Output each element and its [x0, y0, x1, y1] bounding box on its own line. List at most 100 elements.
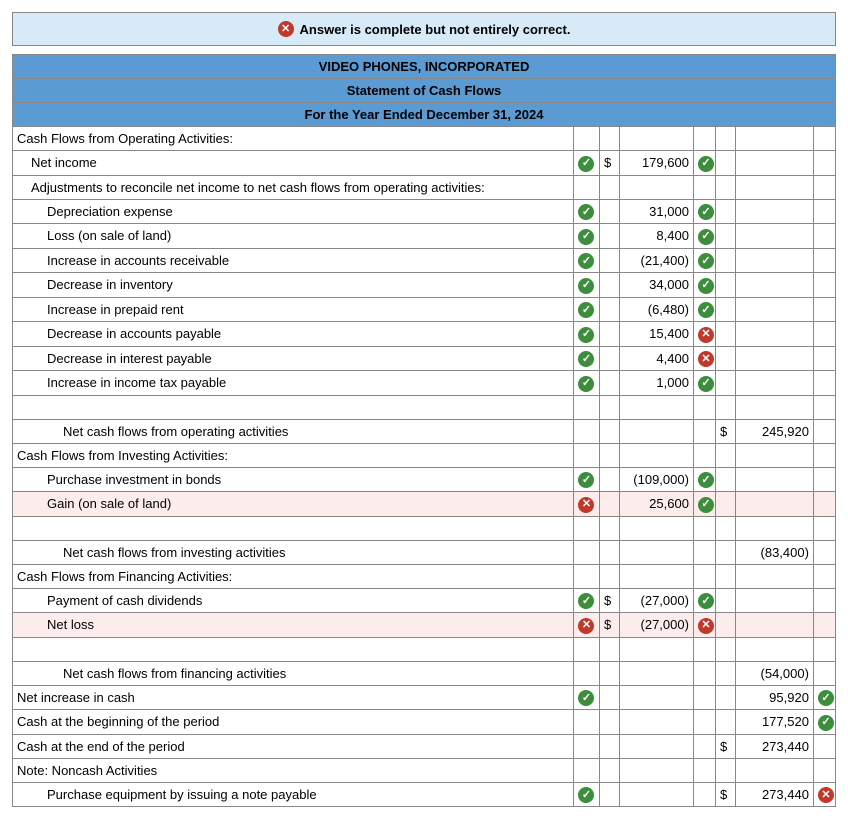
check-icon: ✓	[698, 472, 714, 488]
row-total-sym	[715, 710, 735, 735]
row-value-mark: ✓	[693, 248, 715, 273]
row-value-sym: $	[599, 151, 619, 176]
check-icon: ✓	[698, 302, 714, 318]
row-total-sym	[715, 564, 735, 588]
row-value: 34,000	[619, 273, 693, 298]
check-icon: ✓	[698, 497, 714, 513]
row-label-mark	[573, 127, 599, 151]
row-total	[735, 175, 813, 199]
row-value	[619, 540, 693, 564]
check-icon: ✕	[818, 787, 834, 803]
row-total-sym: $	[715, 419, 735, 443]
row-total: 273,440	[735, 782, 813, 807]
row-value-mark: ✕	[693, 346, 715, 371]
row-value	[619, 758, 693, 782]
row-label: Net increase in cash	[13, 685, 574, 710]
row-total-sym	[715, 151, 735, 176]
row-value-mark: ✓	[693, 588, 715, 613]
row-label: Net loss	[13, 613, 574, 638]
row-label-mark	[573, 540, 599, 564]
check-icon: ✓	[698, 278, 714, 294]
row-label-mark	[573, 175, 599, 199]
table-row: Net cash flows from operating activities…	[13, 419, 836, 443]
check-icon: ✓	[578, 472, 594, 488]
row-value	[619, 734, 693, 758]
check-icon: ✓	[578, 229, 594, 245]
row-total-sym	[715, 588, 735, 613]
row-label-mark	[573, 758, 599, 782]
row-total	[735, 322, 813, 347]
row-label: Cash Flows from Financing Activities:	[13, 564, 574, 588]
row-total-sym	[715, 540, 735, 564]
table-row: Decrease in interest payable✓4,400✕	[13, 346, 836, 371]
row-value-sym	[599, 734, 619, 758]
row-value: 31,000	[619, 199, 693, 224]
row-value-sym	[599, 685, 619, 710]
row-total-mark	[813, 175, 835, 199]
row-label: Note: Noncash Activities	[13, 758, 574, 782]
row-label: Loss (on sale of land)	[13, 224, 574, 249]
row-value-mark	[693, 443, 715, 467]
row-total-mark	[813, 467, 835, 492]
row-value-mark: ✓	[693, 224, 715, 249]
row-value: 179,600	[619, 151, 693, 176]
row-label: Gain (on sale of land)	[13, 492, 574, 517]
row-label-mark: ✓	[573, 273, 599, 298]
row-value	[619, 564, 693, 588]
table-row: Cash Flows from Operating Activities:	[13, 127, 836, 151]
row-total-mark: ✕	[813, 782, 835, 807]
table-row: Net cash flows from financing activities…	[13, 661, 836, 685]
row-value-sym	[599, 346, 619, 371]
row-value-mark: ✓	[693, 297, 715, 322]
table-row: Cash at the end of the period$273,440	[13, 734, 836, 758]
row-total-sym: $	[715, 734, 735, 758]
row-value-mark	[693, 419, 715, 443]
status-banner: ✕ Answer is complete but not entirely co…	[12, 12, 836, 46]
check-icon: ✓	[578, 327, 594, 343]
check-icon: ✕	[698, 618, 714, 634]
row-label: Increase in accounts receivable	[13, 248, 574, 273]
row-value-sym	[599, 248, 619, 273]
row-total: 245,920	[735, 419, 813, 443]
row-value-mark	[693, 661, 715, 685]
row-value-sym	[599, 661, 619, 685]
row-value-sym	[599, 710, 619, 735]
row-total	[735, 758, 813, 782]
row-value-sym	[599, 371, 619, 396]
check-icon: ✓	[578, 690, 594, 706]
row-label-mark: ✓	[573, 685, 599, 710]
row-total-sym	[715, 224, 735, 249]
row-value: 8,400	[619, 224, 693, 249]
table-row: Depreciation expense✓31,000✓	[13, 199, 836, 224]
row-total	[735, 127, 813, 151]
row-total	[735, 467, 813, 492]
table-row: Cash at the beginning of the period177,5…	[13, 710, 836, 735]
check-icon: ✓	[578, 253, 594, 269]
row-value-sym	[599, 175, 619, 199]
row-total-sym	[715, 758, 735, 782]
row-value	[619, 782, 693, 807]
row-value: (21,400)	[619, 248, 693, 273]
row-value-sym	[599, 467, 619, 492]
row-label: Increase in income tax payable	[13, 371, 574, 396]
row-value-sym	[599, 419, 619, 443]
row-label-mark: ✓	[573, 588, 599, 613]
table-row: Decrease in accounts payable✓15,400✕	[13, 322, 836, 347]
row-total-mark	[813, 419, 835, 443]
row-value: (109,000)	[619, 467, 693, 492]
row-total: 177,520	[735, 710, 813, 735]
check-icon: ✕	[578, 618, 594, 634]
row-total-mark	[813, 127, 835, 151]
check-icon: ✓	[698, 253, 714, 269]
row-total-sym	[715, 467, 735, 492]
row-total-mark	[813, 322, 835, 347]
row-value	[619, 419, 693, 443]
row-value-sym	[599, 443, 619, 467]
row-total	[735, 492, 813, 517]
row-value-mark: ✓	[693, 273, 715, 298]
row-value-sym	[599, 127, 619, 151]
row-value-mark	[693, 758, 715, 782]
row-value: 4,400	[619, 346, 693, 371]
check-icon: ✓	[818, 715, 834, 731]
row-total-mark	[813, 540, 835, 564]
